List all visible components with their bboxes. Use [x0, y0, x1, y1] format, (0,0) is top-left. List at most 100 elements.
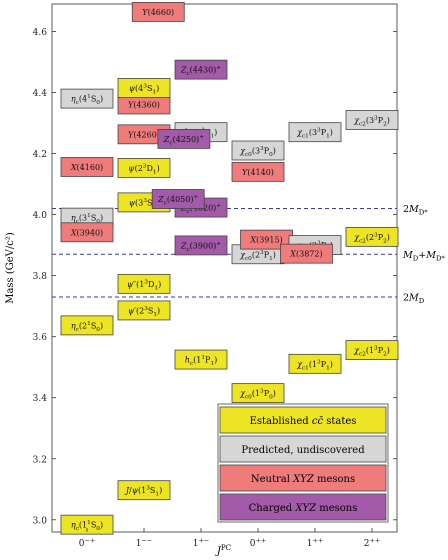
state-label: Y(4260)	[128, 130, 160, 139]
y-tick-label: 4.6	[33, 28, 48, 38]
state-label: J/ψ(13S1)	[124, 486, 162, 498]
state-box	[231, 383, 285, 404]
state-label: χc0(13P0)	[239, 389, 276, 401]
legend-swatch	[219, 406, 387, 434]
state-neutral: Y(4660)	[131, 2, 185, 22]
state-established: ψ(23D1)	[117, 157, 171, 178]
legend-label: Neutral XYZ mesons	[251, 474, 355, 485]
state-label: Zc(3900)+	[180, 241, 221, 253]
state-box	[117, 157, 171, 178]
state-label: χc2(23P2)	[353, 232, 390, 244]
state-box	[157, 128, 211, 149]
state-box	[345, 110, 399, 130]
state-established: ψ′(23S1)	[117, 300, 171, 321]
y-tick-label: 4.2	[33, 150, 47, 160]
y-tick-label: 4.4	[33, 89, 48, 99]
legend-swatch	[219, 464, 387, 492]
legend-label: Established cc̄ states	[250, 416, 357, 427]
threshold-label: 2MD	[403, 292, 425, 305]
x-tick-label: 1+−	[193, 537, 210, 550]
y-tick-label: 4.0	[33, 211, 48, 221]
state-box	[60, 157, 114, 177]
state-label: X(4160)	[70, 163, 103, 172]
state-box	[60, 88, 114, 109]
state-box	[280, 243, 333, 264]
state-boxes: ηc(11S0) ηc(21S0) ηc(31S0) ηc(41S0) X(3940) X…	[60, 2, 399, 535]
legend-item-established: Established cc̄ states	[219, 406, 387, 434]
state-label: ψ(43S1)	[129, 83, 159, 95]
state-label: X(3915)	[249, 236, 282, 245]
state-label: X(3940)	[70, 228, 103, 237]
state-label: χc1(33P1)	[296, 128, 333, 140]
state-established: hc(11P1)	[174, 349, 228, 370]
y-tick-label: 3.2	[33, 455, 47, 465]
state-label: χc1(13P1)	[296, 359, 333, 371]
state-box	[288, 353, 342, 374]
state-box	[117, 300, 171, 321]
state-label: Y(4140)	[242, 168, 274, 177]
state-label: Y(4660)	[142, 8, 174, 17]
state-established: χc0(13P0)	[231, 383, 285, 404]
state-established: χc2(23P2)	[345, 226, 399, 247]
state-box	[60, 222, 114, 243]
state-box	[345, 226, 399, 247]
state-label: Zc(4250)+	[163, 134, 204, 146]
state-label: χc0(33P0)	[239, 146, 276, 158]
state-label: ηc(11S0)	[71, 520, 103, 532]
y-tick-label: 3.8	[33, 272, 48, 282]
state-neutral: Y(4260)	[117, 124, 171, 145]
state-established: ψ″(13D1)	[117, 273, 171, 294]
state-box	[60, 514, 114, 535]
x-tick-label: 0++	[250, 537, 267, 550]
state-charged: Zc(3900)+	[174, 235, 228, 256]
state-box	[288, 122, 342, 143]
x-tick-label: 2++	[364, 537, 381, 550]
state-label: ηc(41S0)	[71, 94, 103, 106]
state-label: ψ″(13D1)	[127, 279, 161, 291]
state-label: ψ(23D1)	[128, 163, 159, 175]
state-predicted: χc1(33P1)	[288, 122, 342, 143]
threshold-lines: 2MD* MD+MD* 2MD	[52, 204, 445, 305]
legend: Established cc̄ states Predicted, undisco…	[217, 403, 389, 523]
state-label: ηc(21S0)	[71, 321, 103, 333]
legend-item-neutral: Neutral XYZ mesons	[219, 464, 387, 492]
state-predicted: χc2(33P2)	[345, 110, 399, 130]
state-neutral: X(3940)	[60, 222, 114, 243]
state-predicted: ηc(41S0)	[60, 88, 114, 109]
state-box	[60, 315, 114, 336]
y-tick-label: 3.6	[33, 333, 48, 343]
state-established: ψ(43S1)	[117, 78, 171, 98]
state-box	[117, 480, 171, 501]
threshold-label: MD+MD*	[402, 250, 445, 263]
legend-swatch	[219, 493, 387, 521]
state-established: J/ψ(13S1)	[117, 480, 171, 501]
state-predicted: χc0(33P0)	[231, 140, 285, 161]
state-box	[131, 2, 185, 22]
state-charged: Zc(4430)+	[174, 59, 228, 80]
plot-frame	[51, 3, 398, 533]
state-charged: Zc(4050)+	[151, 189, 205, 209]
state-box	[151, 189, 205, 209]
state-neutral: Y(4140)	[231, 161, 285, 182]
state-label: Zc(4430)+	[180, 65, 221, 77]
state-label: χc2(13P2)	[353, 346, 390, 358]
state-box	[117, 78, 171, 98]
state-label: X(3872)	[289, 250, 322, 259]
state-label: ψ′(23S1)	[128, 306, 160, 318]
state-established: χc1(13P1)	[288, 353, 342, 374]
state-established: ηc(11S0)	[60, 514, 114, 535]
state-label: Zc(4050)+	[157, 195, 198, 207]
legend-swatch	[219, 435, 387, 463]
state-box	[231, 161, 285, 182]
y-axis-title: Mass (GeV/c²)	[5, 232, 16, 304]
state-established: χc2(13P2)	[345, 340, 399, 360]
threshold-label: 2MD*	[403, 204, 428, 217]
legend-item-predicted: Predicted, undiscovered	[219, 435, 387, 463]
state-neutral: Y(4360)	[117, 94, 171, 115]
state-box	[174, 349, 228, 370]
state-label: hc(11P1)	[185, 355, 217, 367]
x-tick-label: 1++	[307, 537, 324, 550]
state-box	[345, 340, 399, 360]
x-tick-label: 0−+	[79, 537, 96, 550]
